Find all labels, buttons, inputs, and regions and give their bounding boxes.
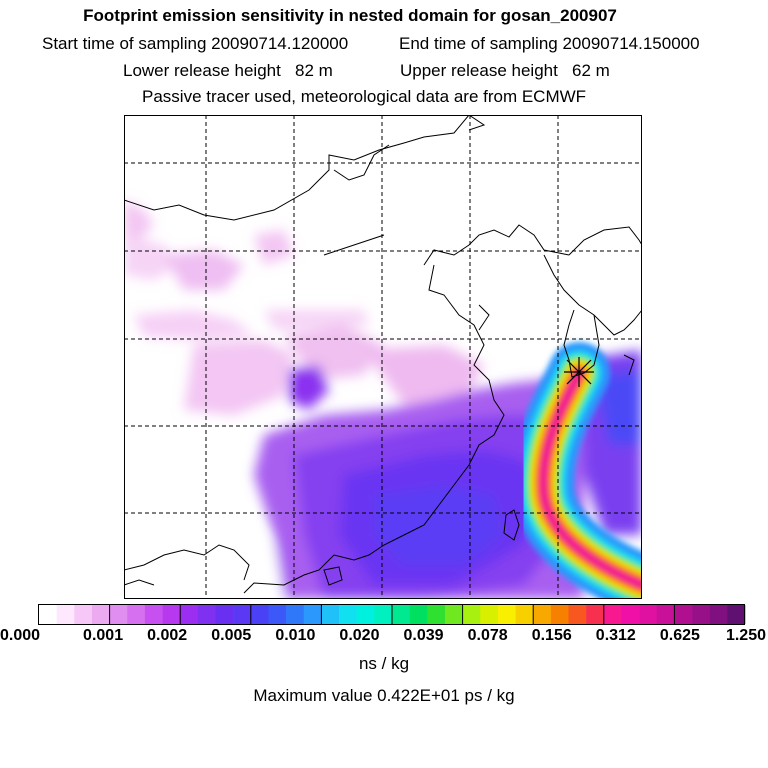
colorbar-tick-label: 0.001 xyxy=(83,627,124,644)
colorbar-cell xyxy=(39,605,57,624)
colorbar-cell xyxy=(692,605,710,624)
colorbar-cell xyxy=(392,605,410,624)
colorbar-tick-label: 1.250 xyxy=(725,627,766,644)
maximum-value-label: Maximum value 0.422E+01 ps / kg xyxy=(253,686,515,705)
colorbar-cell xyxy=(91,605,110,624)
colorbar-tick-label: 0.312 xyxy=(595,627,636,644)
colorbar-cell xyxy=(674,605,693,624)
colorbar-cell xyxy=(727,605,746,624)
colorbar-cell xyxy=(162,605,181,624)
colorbar-cell xyxy=(356,605,375,624)
colorbar-cell xyxy=(197,605,216,624)
colorbar-tick-label: 0.078 xyxy=(467,627,508,644)
lower-height-label: Lower release height 82 m xyxy=(123,61,333,80)
lat-lon-grid xyxy=(124,115,642,599)
colorbar-cell xyxy=(550,605,569,624)
colorbar-cell xyxy=(374,605,393,624)
colorbar-tick-label: 0.000 xyxy=(0,627,41,644)
colorbar-cell xyxy=(127,605,146,624)
colorbar-cell xyxy=(250,605,269,624)
colorbar-tick-label: 0.020 xyxy=(339,627,380,644)
colorbar-cell xyxy=(427,605,446,624)
colorbar-cell xyxy=(497,605,516,624)
colorbar-cell xyxy=(444,605,463,624)
colorbar-cell xyxy=(233,605,252,624)
end-time-label: End time of sampling 20090714.150000 xyxy=(399,34,700,53)
colorbar-cell xyxy=(303,605,322,624)
colorbar-tick-label: 0.156 xyxy=(531,627,572,644)
colorbar-cell xyxy=(586,605,605,624)
colorbar-cell xyxy=(603,605,622,624)
colorbar-cell xyxy=(321,605,340,624)
coastlines xyxy=(124,115,642,594)
colorbar-cell xyxy=(656,605,675,624)
sensitivity-field xyxy=(124,200,642,599)
colorbar-cell xyxy=(56,605,75,624)
colorbar-cell xyxy=(215,605,234,624)
colorbar-cell xyxy=(480,605,499,624)
colorbar-cell xyxy=(409,605,428,624)
tracer-label: Passive tracer used, meteorological data… xyxy=(142,87,587,106)
star-icon xyxy=(564,357,594,387)
colorbar-cell xyxy=(286,605,305,624)
colorbar-cell xyxy=(109,605,128,624)
colorbar-cell xyxy=(568,605,587,624)
colorbar xyxy=(38,604,746,631)
start-time-label: Start time of sampling 20090714.120000 xyxy=(42,34,349,53)
colorbar-cell xyxy=(339,605,357,624)
colorbar-tick-label: 0.010 xyxy=(275,627,316,644)
colorbar-tick-label: 0.002 xyxy=(147,627,188,644)
colorbar-cell xyxy=(621,605,640,624)
colorbar-cell xyxy=(533,605,552,624)
colorbar-unit: ns / kg xyxy=(358,654,410,673)
colorbar-cell xyxy=(462,605,481,624)
colorbar-cell xyxy=(709,605,728,624)
upper-height-label: Upper release height 62 m xyxy=(400,61,610,80)
colorbar-cell xyxy=(515,605,534,624)
colorbar-tick-label: 0.039 xyxy=(403,627,444,644)
colorbar-cell xyxy=(180,605,199,624)
colorbar-tick-label: 0.625 xyxy=(659,627,700,644)
footprint-map xyxy=(124,115,642,599)
colorbar-cell xyxy=(639,605,658,624)
colorbar-cell xyxy=(268,605,287,624)
colorbar-tick-label: 0.005 xyxy=(211,627,252,644)
colorbar-cell xyxy=(144,605,163,624)
colorbar-cell xyxy=(74,605,93,624)
